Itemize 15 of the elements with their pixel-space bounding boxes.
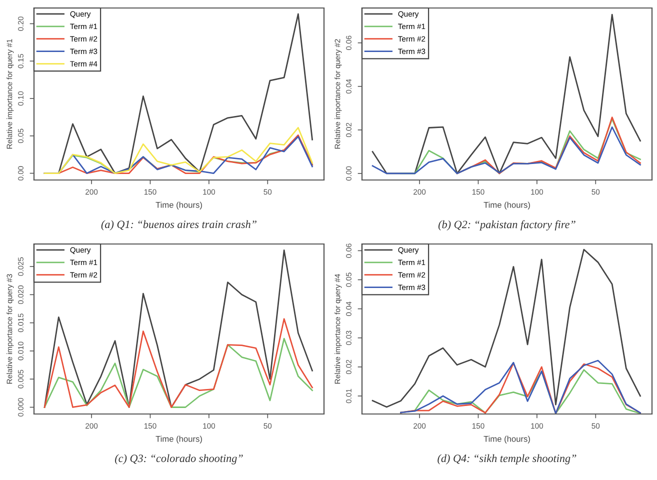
- line-series: [44, 318, 313, 408]
- line-series: [372, 248, 641, 408]
- line-series: [372, 126, 641, 174]
- line-series: [456, 116, 641, 174]
- line-series: [44, 126, 313, 174]
- text: (d) Q4: “sikh temple shooting”: [438, 454, 576, 464]
- text: (c) Q3: “colorado shooting”: [115, 454, 243, 464]
- text: (a) Q1: “buenos aires train crash”: [101, 220, 256, 230]
- text: (b) Q2: “pakistan factory fire”: [438, 220, 576, 230]
- x-axis-title: Time (hours): [156, 436, 202, 444]
- line-series: [44, 338, 313, 408]
- x-axis-title: Time (hours): [484, 202, 530, 210]
- line-series: [44, 249, 313, 408]
- x-axis-title: Time (hours): [156, 202, 202, 210]
- x-axis-title: Time (hours): [484, 436, 530, 444]
